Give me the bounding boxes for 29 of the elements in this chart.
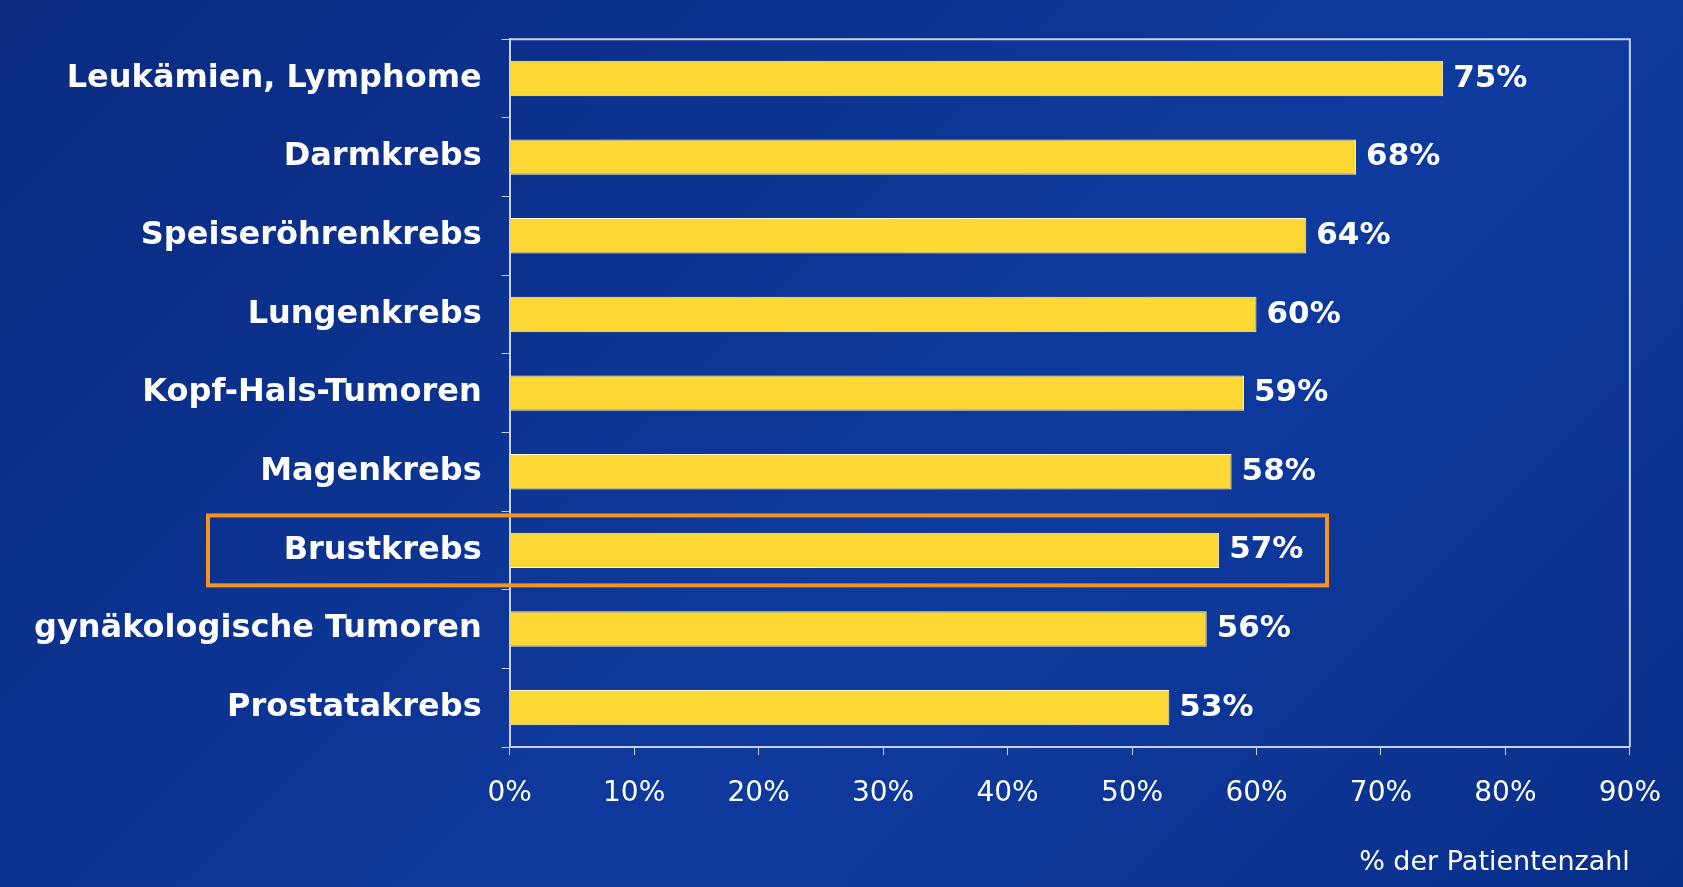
y-tick-label: Leukämien, Lymphome: [66, 56, 482, 95]
y-tick-label: Kopf-Hals-Tumoren: [142, 371, 482, 410]
data-label: 58%: [1241, 450, 1316, 487]
data-label: 64%: [1316, 214, 1391, 251]
data-label: 75%: [1453, 57, 1528, 94]
data-label: 57%: [1229, 529, 1304, 566]
data-label: 59%: [1254, 372, 1329, 409]
x-tick-label: 20%: [727, 775, 790, 809]
y-tick-label: Brustkrebs: [283, 528, 482, 567]
x-tick-label: 90%: [1598, 775, 1661, 809]
y-tick-label: Darmkrebs: [283, 135, 482, 174]
data-label: 53%: [1179, 686, 1254, 723]
y-tick-label: Lungenkrebs: [247, 292, 482, 331]
x-tick-label: 0%: [487, 775, 532, 809]
x-tick-label: 50%: [1100, 775, 1164, 809]
y-tick-label: Speiseröhrenkrebs: [140, 214, 482, 253]
data-label: 60%: [1266, 293, 1341, 330]
data-label: 56%: [1216, 608, 1291, 645]
y-tick-label: Prostatakrebs: [226, 685, 482, 724]
y-tick-label: Magenkrebs: [260, 450, 482, 489]
x-axis-title: % der Patientenzahl: [1359, 844, 1630, 876]
x-tick-label: 30%: [851, 775, 915, 809]
data-label: 68%: [1366, 136, 1441, 173]
x-tick-label: 70%: [1349, 775, 1413, 809]
x-tick-label: 10%: [603, 775, 666, 809]
x-tick-label: 80%: [1474, 775, 1537, 809]
y-tick-label: gynäkologische Tumoren: [34, 607, 482, 646]
x-tick-label: 60%: [1225, 775, 1288, 809]
x-tick-label: 40%: [976, 775, 1039, 809]
